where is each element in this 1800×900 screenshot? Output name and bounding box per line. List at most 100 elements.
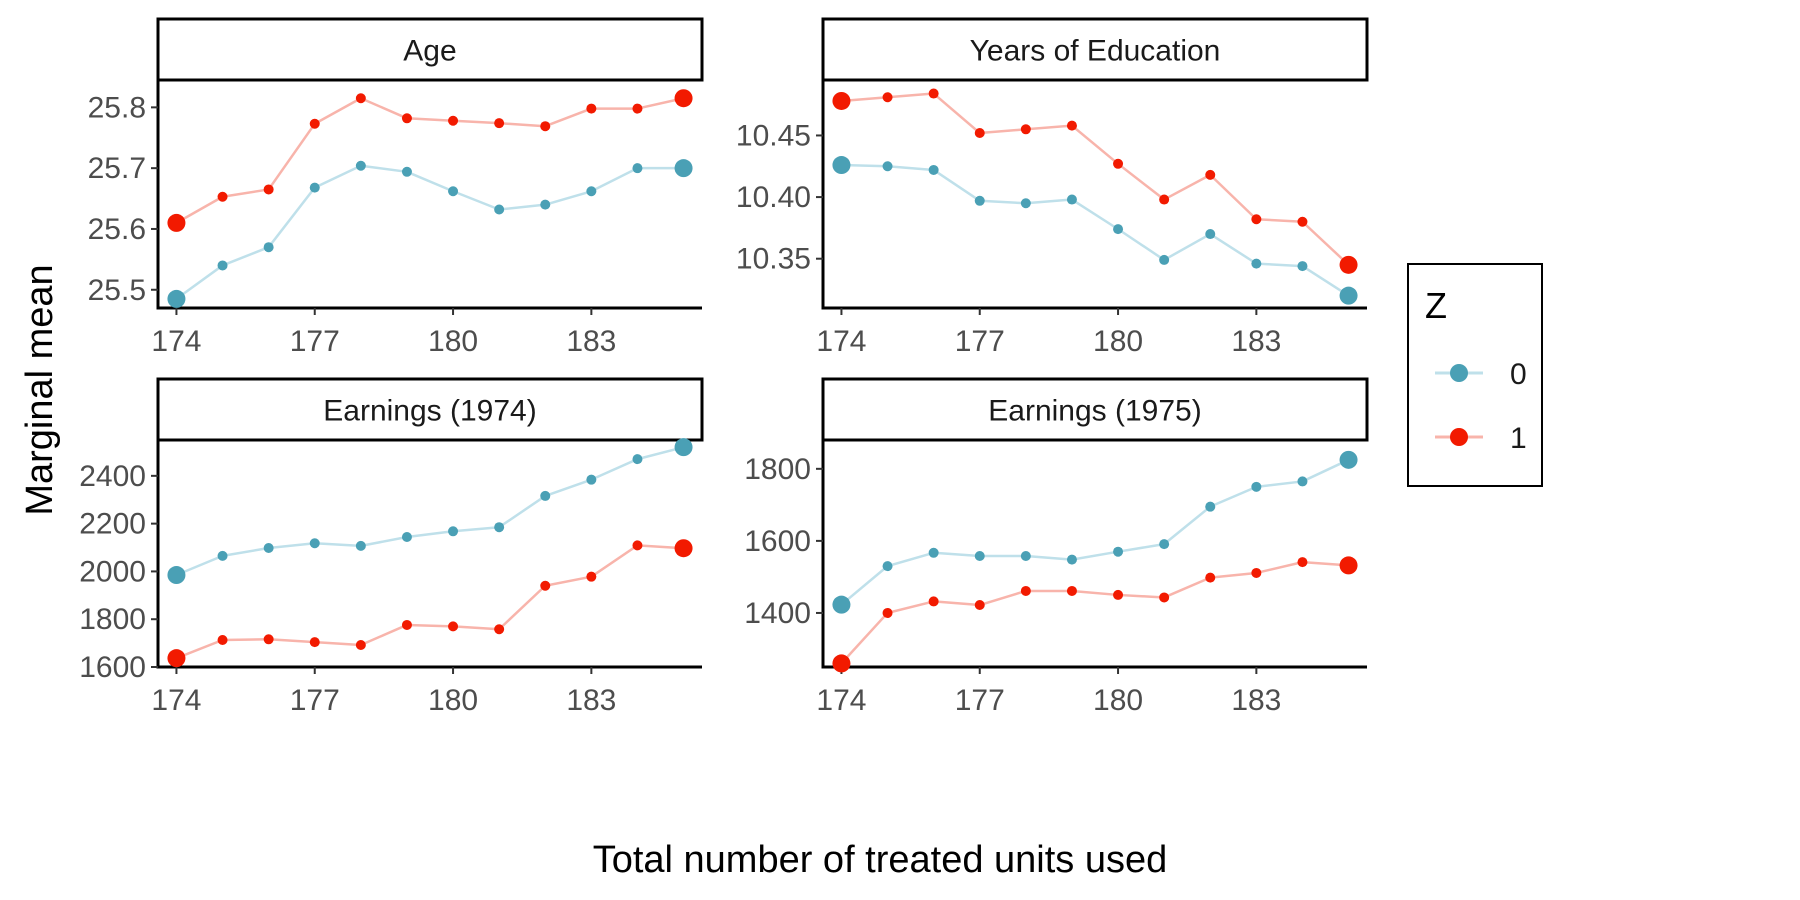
data-point-1 [167, 649, 186, 668]
data-point-0 [448, 526, 459, 537]
data-point-0 [832, 595, 851, 614]
data-point-0 [355, 540, 366, 551]
data-point-0 [401, 532, 412, 543]
x-tick-label: 180 [428, 325, 478, 358]
data-point-0 [882, 561, 893, 572]
data-point-1 [974, 127, 985, 138]
data-point-1 [540, 121, 551, 132]
x-axis-title: Total number of treated units used [593, 839, 1168, 881]
data-point-1 [674, 539, 693, 558]
data-point-1 [401, 113, 412, 124]
facet-panel: Years of Education 10.35 10.40 10.45 174 177 1… [736, 17, 1369, 358]
data-point-1 [1113, 589, 1124, 600]
data-point-0 [1297, 261, 1308, 272]
data-point-0 [1205, 229, 1216, 240]
y-tick-label: 1400 [744, 597, 811, 630]
x-tick-label: 180 [428, 684, 478, 717]
data-point-0 [217, 260, 228, 271]
data-point-0 [540, 199, 551, 210]
data-point-1 [1205, 169, 1216, 180]
data-point-0 [586, 474, 597, 485]
y-tick-label: 2400 [79, 460, 146, 493]
legend: Z 0 1 [1407, 263, 1543, 487]
data-point-1 [1297, 557, 1308, 568]
data-point-1 [1113, 158, 1124, 169]
data-point-0 [309, 538, 320, 549]
series-line-1 [840, 560, 1349, 665]
x-tick-label: 180 [1093, 325, 1143, 358]
x-tick-label: 183 [566, 325, 616, 358]
data-point-1 [1251, 567, 1262, 578]
data-point-1 [928, 596, 939, 607]
series-line-0 [175, 445, 684, 577]
y-tick-label: 25.6 [88, 213, 146, 246]
data-point-1 [586, 571, 597, 582]
y-tick-label: 1600 [744, 525, 811, 558]
data-point-0 [928, 164, 939, 175]
data-point-1 [309, 637, 320, 648]
data-point-1 [263, 634, 274, 645]
facet-title: Years of Education [970, 35, 1221, 68]
data-point-1 [586, 103, 597, 114]
facet-strip [156, 17, 704, 82]
data-point-1 [217, 191, 228, 202]
data-point-0 [674, 159, 693, 178]
data-point-0 [309, 182, 320, 193]
series-line-0 [840, 458, 1350, 606]
data-point-0 [1066, 194, 1077, 205]
data-point-1 [1339, 556, 1358, 575]
facet-strip [156, 377, 704, 442]
data-point-0 [928, 547, 939, 558]
x-tick-label: 183 [1231, 325, 1281, 358]
legend-title: Z [1425, 285, 1447, 326]
data-point-0 [494, 204, 505, 215]
x-tick-label: 174 [151, 325, 201, 358]
data-point-0 [1205, 501, 1216, 512]
data-point-1 [448, 621, 459, 632]
data-point-0 [1020, 551, 1031, 562]
data-point-0 [586, 186, 597, 197]
data-point-1 [494, 118, 505, 129]
data-point-0 [1159, 539, 1170, 550]
data-point-1 [928, 88, 939, 99]
data-point-1 [540, 580, 551, 591]
data-point-1 [632, 103, 643, 114]
data-point-1 [217, 634, 228, 645]
x-tick-label: 177 [955, 325, 1005, 358]
data-point-0 [1113, 546, 1124, 557]
data-point-1 [401, 619, 412, 630]
data-point-0 [494, 522, 505, 533]
data-point-1 [494, 624, 505, 635]
x-tick-label: 177 [290, 325, 340, 358]
y-tick-label: 10.40 [736, 181, 811, 214]
x-tick-label: 177 [290, 684, 340, 717]
x-tick-label: 180 [1093, 684, 1143, 717]
data-point-0 [882, 161, 893, 172]
data-point-0 [355, 160, 366, 171]
series-line-1 [841, 92, 1350, 266]
data-point-0 [167, 566, 186, 585]
data-point-0 [1251, 258, 1262, 269]
data-point-1 [974, 600, 985, 611]
y-tick-label: 25.7 [88, 152, 146, 185]
data-point-0 [674, 438, 693, 457]
data-point-1 [448, 115, 459, 126]
data-point-1 [355, 93, 366, 104]
data-point-0 [401, 166, 412, 177]
x-tick-label: 183 [1231, 684, 1281, 717]
facet-panel: Earnings (1975) 1400 1600 1800 174 177 180 183 [744, 377, 1369, 717]
data-point-1 [263, 184, 274, 195]
data-point-1 [1251, 214, 1262, 225]
data-point-0 [1297, 476, 1308, 487]
legend-label: 0 [1510, 358, 1527, 391]
x-tick-label: 174 [816, 325, 866, 358]
data-point-1 [1020, 124, 1031, 135]
data-point-1 [632, 540, 643, 551]
data-point-0 [632, 454, 643, 465]
data-point-1 [882, 607, 893, 618]
data-point-0 [448, 186, 459, 197]
legend-key-point [1450, 364, 1468, 382]
facet-title: Age [403, 35, 456, 68]
data-point-0 [1339, 450, 1358, 469]
